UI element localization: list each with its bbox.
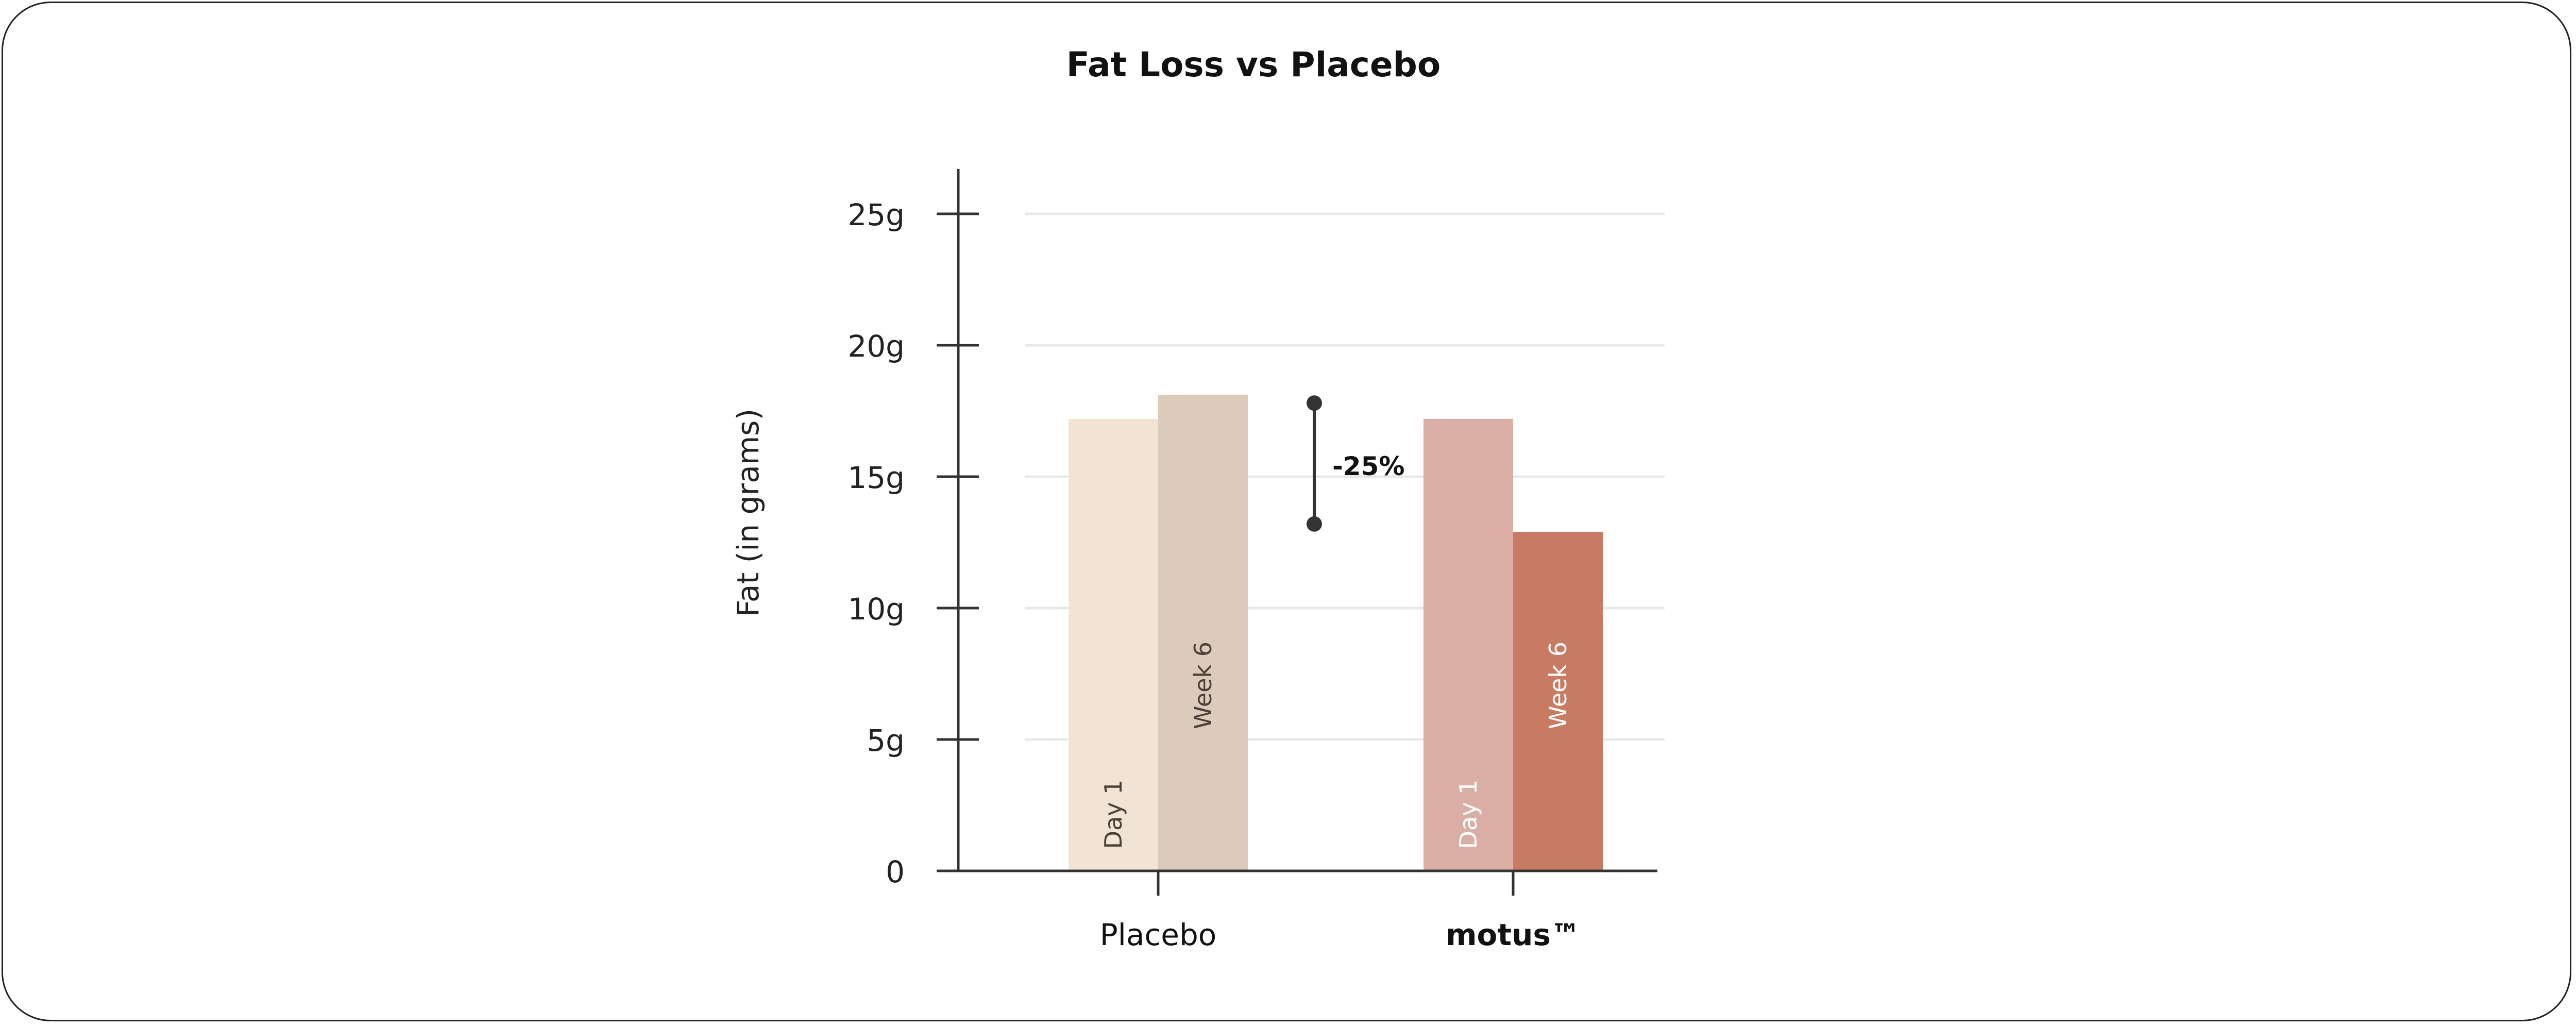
bar-series-label: Week 6 [1544,642,1572,729]
y-tick-label: 25g [848,197,905,232]
bracket-endpoint [1307,395,1322,411]
x-category-label: Placebo [1100,917,1217,952]
bar-placebo-day1 [1069,418,1158,871]
y-tick-label: 0 [886,854,905,889]
y-axis-label: Fat (in grams) [731,409,766,617]
y-tick-label: 20g [848,329,905,364]
bar-placebo-week6 [1158,395,1248,871]
bar-series-label: Day 1 [1099,780,1127,849]
y-tick-label: 10g [848,592,905,627]
x-category-label: motus™ [1446,917,1581,952]
y-tick-label: 15g [848,460,905,495]
bracket-endpoint [1307,516,1322,532]
difference-label: -25% [1332,451,1404,481]
bar-motus-week6 [1513,532,1603,871]
y-tick-label: 5g [867,723,905,758]
bar-motus-day1 [1423,418,1513,871]
chart-title: Fat Loss vs Placebo [1066,45,1441,85]
bar-series-label: Week 6 [1189,642,1217,729]
bar-series-label: Day 1 [1454,780,1482,849]
